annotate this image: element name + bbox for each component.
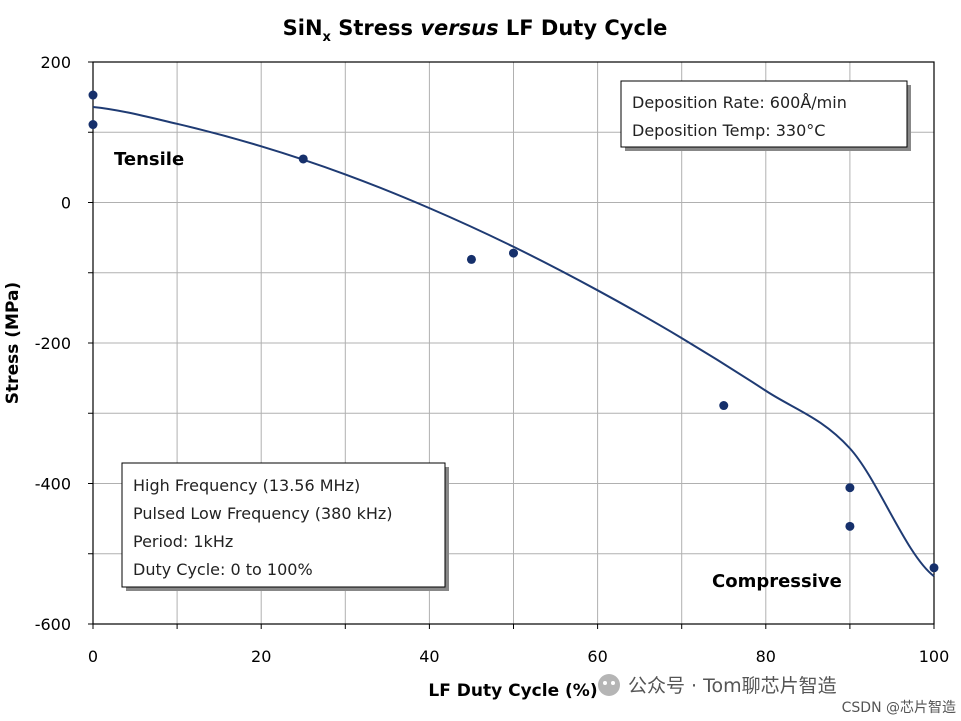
period-text: Period: 1kHz	[133, 532, 233, 551]
deposition-rate-text: Deposition Rate: 600Å/min	[632, 93, 847, 112]
watermark: 公众号 · Tom聊芯片智造 CSDN @芯片智造	[598, 674, 956, 716]
x-tick-label: 0	[88, 647, 98, 666]
x-tick-label: 20	[251, 647, 271, 666]
x-axis-label: LF Duty Cycle (%)	[428, 681, 597, 701]
annotation-tensile: Tensile	[114, 149, 184, 170]
y-axis: 200 0 -200 -400 -600	[35, 53, 93, 634]
data-points	[88, 90, 939, 573]
data-point	[719, 401, 729, 411]
watermark-csdn: CSDN @芯片智造	[842, 700, 956, 716]
y-tick-label: -600	[35, 615, 71, 634]
info-box-frame	[121, 462, 446, 588]
info-box-deposition: Deposition Rate: 600Å/min Deposition Tem…	[620, 80, 911, 151]
y-tick-label: 0	[61, 194, 71, 213]
wechat-icon-eye-right	[611, 681, 615, 685]
y-axis-label: Stress (MPa)	[3, 282, 23, 404]
x-tick-label: 40	[419, 647, 439, 666]
wechat-icon-eye-left	[603, 681, 607, 685]
info-box-frame	[620, 80, 908, 148]
x-tick-label: 80	[756, 647, 776, 666]
x-axis: 0 20 40 60 80 100	[88, 624, 949, 666]
low-frequency-text: Pulsed Low Frequency (380 kHz)	[133, 504, 393, 523]
deposition-temp-text: Deposition Temp: 330°C	[632, 121, 825, 140]
y-tick-label: -400	[35, 475, 71, 494]
chart-title: SiNx Stress versus LF Duty Cycle	[283, 16, 668, 45]
data-point	[929, 563, 939, 573]
data-point	[845, 483, 855, 493]
y-tick-label: -200	[35, 334, 71, 353]
info-box-frequency: High Frequency (13.56 MHz) Pulsed Low Fr…	[121, 462, 449, 591]
annotation-compressive: Compressive	[712, 571, 842, 592]
wechat-icon	[598, 674, 620, 696]
x-tick-label: 60	[587, 647, 607, 666]
data-point	[845, 521, 855, 531]
data-point	[298, 154, 308, 164]
fit-curve	[92, 105, 935, 578]
data-point	[466, 254, 476, 264]
y-tick-label: 200	[40, 53, 71, 72]
watermark-text: 公众号 · Tom聊芯片智造	[628, 675, 837, 697]
x-tick-label: 100	[919, 647, 950, 666]
data-point	[88, 120, 98, 130]
data-point	[509, 248, 518, 258]
data-point	[88, 90, 98, 100]
duty-cycle-text: Duty Cycle: 0 to 100%	[133, 560, 313, 579]
high-frequency-text: High Frequency (13.56 MHz)	[133, 476, 360, 495]
